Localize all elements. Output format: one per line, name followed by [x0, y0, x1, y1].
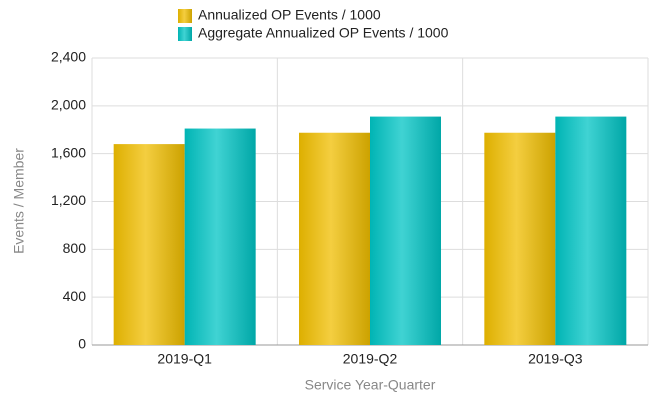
legend-label: Annualized OP Events / 1000 — [198, 7, 381, 23]
bar — [484, 132, 556, 345]
bar — [370, 116, 441, 346]
x-tick-label: 2019-Q2 — [343, 351, 398, 367]
bar — [184, 128, 256, 345]
y-tick-label: 1,200 — [51, 192, 86, 208]
bar — [113, 144, 185, 345]
x-tick-label: 2019-Q1 — [157, 351, 212, 367]
x-axis-title: Service Year-Quarter — [305, 377, 436, 393]
y-tick-label: 1,600 — [51, 144, 86, 160]
legend-swatch — [178, 9, 192, 23]
y-axis-title: Events / Member — [11, 148, 27, 254]
y-tick-label: 400 — [63, 288, 87, 304]
y-tick-label: 2,400 — [51, 49, 86, 65]
bar — [555, 116, 627, 346]
y-tick-label: 800 — [63, 240, 87, 256]
y-tick-label: 2,000 — [51, 97, 86, 113]
legend-swatch — [178, 27, 192, 41]
x-tick-label: 2019-Q3 — [528, 351, 583, 367]
bar — [299, 132, 370, 345]
y-tick-label: 0 — [78, 336, 86, 352]
legend-label: Aggregate Annualized OP Events / 1000 — [198, 25, 449, 41]
